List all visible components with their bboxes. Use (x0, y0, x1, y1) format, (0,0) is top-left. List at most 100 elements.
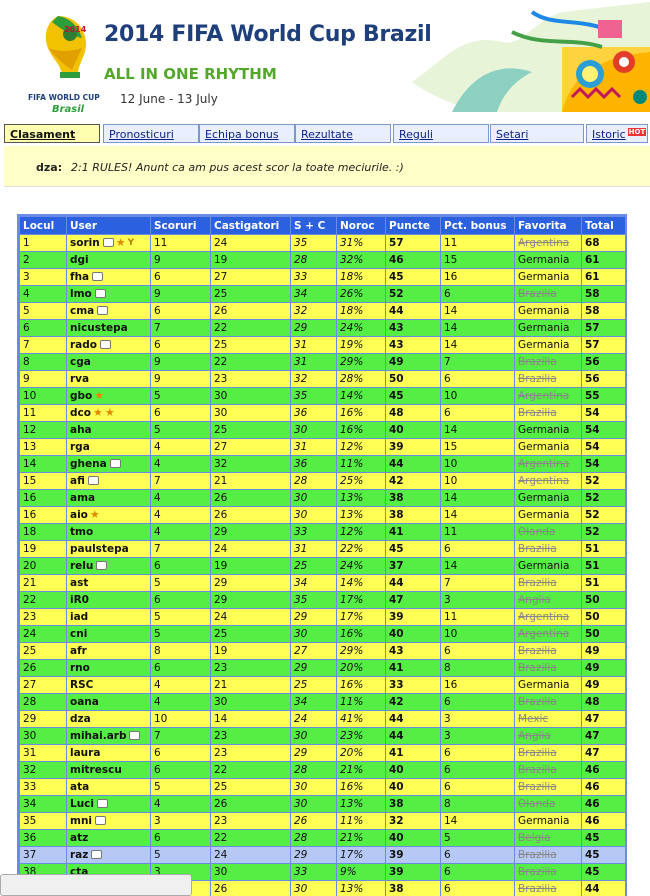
cell-value: Belgia (518, 832, 551, 844)
cell-pct-bonus: 15 (440, 438, 515, 456)
cell-value: 30 (214, 390, 228, 402)
cell-value: 29% (340, 645, 364, 657)
comment-icon[interactable] (100, 339, 111, 349)
cell-user[interactable]: nicustepa (66, 319, 151, 337)
cell-scoruri: 5 (150, 778, 211, 796)
cell-user[interactable]: cma (66, 302, 151, 320)
cell-value: 23 (214, 730, 228, 742)
tab-rezultate[interactable]: Rezultate (295, 124, 391, 143)
cell-user[interactable]: ghena (66, 455, 151, 473)
cell-castigatori: 25 (210, 778, 291, 796)
cell-user[interactable]: mitrescu (66, 761, 151, 779)
cell-locul: 33 (19, 778, 67, 796)
cell-user[interactable]: rado (66, 336, 151, 354)
cell-user[interactable]: iR0 (66, 591, 151, 609)
tab-istoric[interactable]: Istoric HOT (586, 124, 648, 143)
cell-puncte: 40 (385, 778, 441, 796)
cell-value: 40 (389, 628, 404, 640)
cell-user[interactable]: relu (66, 557, 151, 575)
tab-reguli[interactable]: Reguli (393, 124, 489, 143)
horizontal-scrollbar[interactable] (0, 874, 192, 896)
cell-castigatori: 27 (210, 438, 291, 456)
tab-pronosticuri[interactable]: Pronosticuri (103, 124, 199, 143)
cell-user[interactable]: ast (66, 574, 151, 592)
cell-user[interactable]: iad (66, 608, 151, 626)
cell-puncte: 44 (385, 710, 441, 728)
cell-castigatori: 23 (210, 659, 291, 677)
table-row: 18 tmo 4 29 33 12% 41 11 Olanda 52 (19, 523, 626, 541)
cell-user[interactable]: tmo (66, 523, 151, 541)
comment-icon[interactable] (102, 237, 114, 247)
cell-user[interactable]: mihai.arb (66, 727, 151, 745)
cell-s-plus-c: 30 (290, 795, 337, 813)
cell-scoruri: 8 (150, 642, 211, 660)
comment-icon[interactable] (97, 798, 108, 808)
cell-user[interactable]: fha (66, 268, 151, 286)
comment-icon[interactable] (92, 271, 104, 281)
cell-user[interactable]: dza (66, 710, 151, 728)
comment-icon[interactable] (94, 288, 106, 298)
cell-user[interactable]: sorin ★ Y (66, 234, 151, 252)
tab-setari[interactable]: Setari (490, 124, 584, 143)
cell-user[interactable]: Luci (66, 795, 151, 813)
cell-user[interactable]: oana (66, 693, 151, 711)
cell-user[interactable]: dgi (66, 251, 151, 269)
comment-icon[interactable] (95, 815, 107, 825)
cell-user[interactable]: cni (66, 625, 151, 643)
cell-value: 25% (340, 475, 364, 487)
comment-icon[interactable] (97, 305, 109, 315)
cell-user[interactable]: atz (66, 829, 151, 847)
cell-value: Olanda (518, 526, 556, 538)
cell-user[interactable]: rno (66, 659, 151, 677)
table-row: 5 cma 6 26 32 18% 44 14 Germania 58 (19, 302, 626, 320)
cell-locul: 12 (19, 421, 67, 439)
cell-value: 39 (389, 866, 404, 878)
cell-user[interactable]: aio ★ (66, 506, 151, 524)
table-row: 9 rva 9 23 32 28% 50 6 Brazilia 56 (19, 370, 626, 388)
comment-icon[interactable] (91, 849, 103, 859)
cell-user[interactable]: mni (66, 812, 151, 830)
cell-user[interactable]: aha (66, 421, 151, 439)
cell-user[interactable]: lmo (66, 285, 151, 303)
comment-icon[interactable] (87, 475, 99, 485)
cell-value: 32 (23, 764, 37, 776)
tab-echipa-bonus[interactable]: Echipa bonus (199, 124, 295, 143)
cell-value: 23% (340, 730, 364, 742)
cell-value: 38 (389, 798, 404, 810)
cell-noroc: 11% (336, 693, 386, 711)
cell-user[interactable]: dco ★ ★ (66, 404, 151, 422)
cell-pct-bonus: 14 (440, 319, 515, 337)
cell-user[interactable]: rga (66, 438, 151, 456)
comment-icon[interactable] (129, 730, 141, 740)
cell-favorita: Argentina (514, 387, 582, 405)
cell-user[interactable]: afi (66, 472, 151, 490)
cell-value: 56 (585, 356, 600, 368)
cell-total: 56 (581, 370, 626, 388)
cell-value: Brazilia (518, 764, 557, 776)
cell-user[interactable]: ata (66, 778, 151, 796)
comment-icon[interactable] (96, 560, 108, 570)
cell-castigatori: 32 (210, 455, 291, 473)
main-navigation: Clasament Pronosticuri Echipa bonus Rezu… (4, 124, 650, 145)
cell-user[interactable]: RSC (66, 676, 151, 694)
comment-icon[interactable] (109, 458, 121, 468)
cell-total: 58 (581, 285, 626, 303)
tab-clasament[interactable]: Clasament (4, 124, 100, 143)
cell-value: 35 (23, 815, 37, 827)
fifa-world-cup-logo[interactable]: 2014 FIFA WORLD CUP Brasil (28, 8, 110, 118)
cell-value: 19 (214, 254, 228, 266)
cell-user[interactable]: raz (66, 846, 151, 864)
cell-puncte: 45 (385, 268, 441, 286)
cell-user[interactable]: cga (66, 353, 151, 371)
cell-value: 18% (340, 271, 364, 283)
cell-user[interactable]: laura (66, 744, 151, 762)
cell-value: Brazilia (518, 696, 557, 708)
cell-user[interactable]: afr (66, 642, 151, 660)
cell-user[interactable]: ama (66, 489, 151, 507)
cell-user[interactable]: gbo ★ (66, 387, 151, 405)
table-header-row: Locul User Scoruri Castigatori S + C Noroc Pun… (19, 216, 626, 235)
cell-user[interactable]: rva (66, 370, 151, 388)
cell-value: 52 (585, 475, 600, 487)
cell-user[interactable]: paulstepa (66, 540, 151, 558)
cell-value: 30 (294, 628, 308, 640)
